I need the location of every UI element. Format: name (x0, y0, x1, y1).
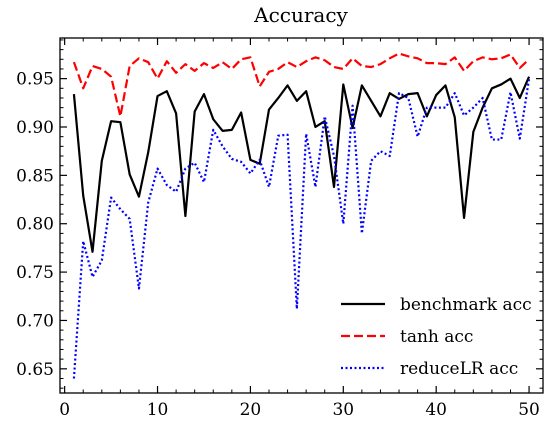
legend-label-2: reduceLR acc (400, 359, 518, 379)
chart-title: Accuracy (253, 3, 348, 27)
y-tick-label: 0.70 (16, 311, 54, 331)
y-tick-label: 0.75 (16, 263, 54, 283)
axes-layer: 0 10 20 30 40 50 0.65 0.70 0.75 0.80 0.85 0.90 0.95 (16, 37, 544, 420)
x-tick-label: 50 (518, 400, 540, 420)
x-tick-label: 40 (425, 400, 447, 420)
y-tick-label: 0.90 (16, 118, 54, 138)
series-line-0 (72, 76, 531, 253)
series-line-2 (72, 78, 531, 379)
x-tick-label: 10 (147, 400, 169, 420)
legend-label-0: benchmark acc (400, 295, 532, 315)
legend-label-1: tanh acc (400, 327, 473, 347)
y-tick-label: 0.80 (16, 215, 54, 235)
series-layer (72, 52, 531, 379)
legend: benchmark acc tanh acc reduceLR acc (341, 295, 532, 379)
x-tick-label: 20 (240, 400, 262, 420)
y-tick-label: 0.85 (16, 166, 54, 186)
x-tick-label: 30 (332, 400, 354, 420)
plot-frame (59, 37, 544, 394)
series-line-1 (72, 52, 530, 118)
y-tick-label: 0.65 (16, 360, 54, 380)
x-tick-label: 0 (59, 400, 70, 420)
y-tick-label: 0.95 (16, 70, 54, 90)
